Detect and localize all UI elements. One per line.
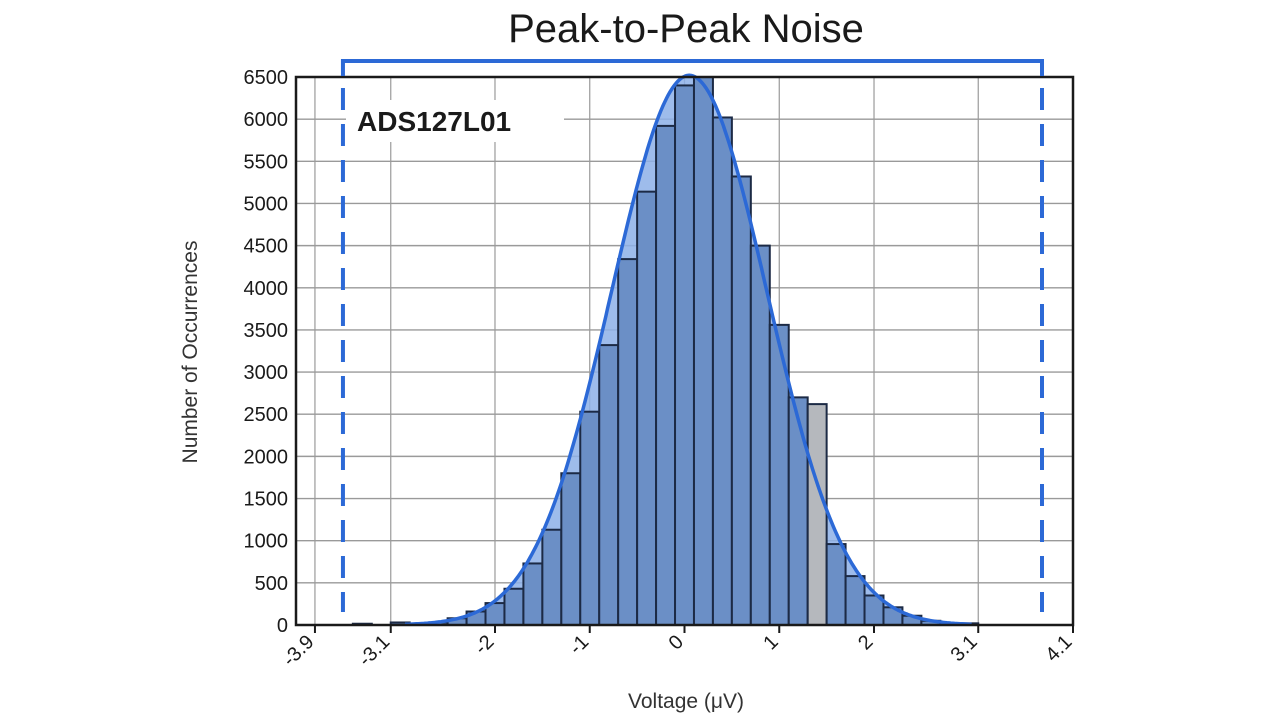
y-tick-label: 2000	[244, 446, 289, 468]
x-tick-label: -3.1	[354, 631, 394, 671]
x-tick-label: 0	[665, 631, 688, 654]
y-tick-label: 3000	[244, 362, 289, 384]
histogram-bar	[787, 396, 809, 626]
plot-frame	[294, 75, 1075, 633]
histogram-bar	[579, 410, 601, 626]
histogram-bar	[844, 575, 866, 627]
histogram-bar	[655, 124, 677, 626]
annotation-background	[346, 100, 564, 142]
histogram-bar	[711, 116, 733, 627]
histogram-bar	[730, 175, 752, 627]
y-tick-label: 2500	[244, 404, 289, 426]
y-tick-label: 6000	[244, 109, 289, 131]
y-tick-labels: 0 500 1000 1500 2000 2500 3000 3500 4000 4500 5000…	[244, 67, 289, 637]
histogram-bar	[749, 244, 771, 626]
y-tick-label: 4500	[244, 236, 289, 258]
x-tick-label: 2	[854, 631, 877, 654]
peak-to-peak-bracket	[340, 59, 1044, 76]
x-tick-label: 1	[759, 631, 782, 654]
x-tick-label: -1	[565, 631, 593, 659]
device-annotation: ADS127L01	[357, 106, 511, 137]
histogram-bar	[636, 190, 658, 627]
histogram-bar	[598, 344, 620, 626]
y-tick-label: 3500	[244, 320, 289, 342]
histogram-bar	[617, 258, 639, 626]
x-tick-labels: -3.9 -3.1 -2 -1 0 1 2 3.1 4.1	[279, 631, 1077, 671]
histogram-bars	[351, 76, 980, 627]
y-tick-label: 5000	[244, 193, 289, 215]
chart-title: Peak-to-Peak Noise	[508, 7, 864, 51]
fit-curve	[405, 73, 972, 627]
histogram-bar	[825, 543, 847, 627]
y-tick-label: 0	[277, 615, 288, 637]
x-tick-label: 3.1	[947, 631, 982, 666]
x-axis-title: Voltage (μV)	[628, 690, 744, 713]
gaussian-fit-line	[405, 73, 972, 627]
x-tick-label: 4.1	[1041, 631, 1076, 666]
y-tick-label: 5500	[244, 151, 289, 173]
y-tick-label: 4000	[244, 278, 289, 300]
peak-to-peak-markers	[340, 59, 1044, 612]
histogram-bar	[541, 528, 563, 626]
histogram-bar	[674, 84, 695, 626]
histogram-bar	[522, 562, 544, 626]
y-tick-label: 500	[255, 573, 288, 595]
y-tick-label: 1000	[244, 531, 289, 553]
y-axis-title: Number of Occurrences	[179, 241, 202, 464]
x-tick-label: -2	[470, 631, 498, 659]
histogram-bar	[806, 403, 828, 627]
histogram-bar	[560, 472, 582, 626]
histogram-bar	[692, 76, 714, 626]
histogram-bar	[503, 587, 525, 626]
y-tick-label: 1500	[244, 489, 289, 511]
y-tick-label: 6500	[244, 67, 289, 89]
